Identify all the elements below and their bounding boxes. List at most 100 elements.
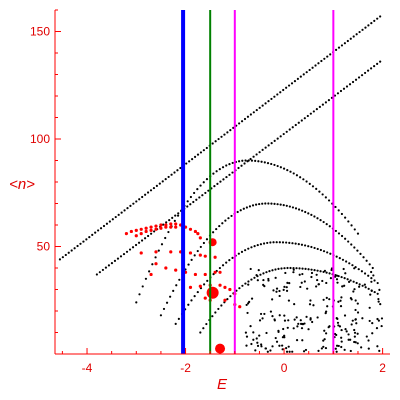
black-point bbox=[105, 222, 109, 225]
black-point bbox=[252, 331, 255, 334]
black-point bbox=[363, 283, 366, 286]
black-point bbox=[269, 310, 273, 313]
black-point bbox=[287, 84, 291, 87]
black-point bbox=[366, 69, 370, 72]
black-point bbox=[297, 208, 301, 211]
black-point bbox=[350, 323, 353, 326]
black-point bbox=[196, 188, 199, 191]
red-point bbox=[196, 232, 200, 236]
black-point bbox=[213, 185, 216, 188]
black-point bbox=[243, 162, 246, 165]
black-point bbox=[296, 325, 299, 328]
black-point bbox=[263, 284, 266, 288]
black-point bbox=[255, 337, 258, 340]
black-point bbox=[259, 312, 263, 316]
black-point bbox=[309, 112, 312, 115]
black-point bbox=[300, 243, 304, 246]
black-point bbox=[370, 22, 373, 25]
black-point bbox=[164, 178, 167, 181]
black-point bbox=[287, 299, 291, 302]
black-point bbox=[186, 205, 189, 208]
black-point bbox=[342, 267, 345, 271]
black-point bbox=[351, 80, 355, 84]
black-point bbox=[128, 248, 132, 251]
black-point bbox=[264, 347, 267, 350]
black-point bbox=[289, 170, 292, 173]
black-point bbox=[255, 274, 258, 277]
black-point bbox=[114, 215, 117, 219]
black-point bbox=[356, 302, 359, 305]
red-point bbox=[139, 232, 143, 236]
black-point bbox=[311, 320, 314, 324]
red-point bbox=[154, 250, 158, 254]
black-point bbox=[286, 168, 289, 172]
black-point bbox=[291, 206, 295, 209]
black-point bbox=[88, 236, 91, 239]
black-point bbox=[143, 237, 147, 240]
black-point bbox=[299, 322, 303, 325]
black-point bbox=[244, 249, 247, 252]
black-point bbox=[271, 314, 274, 318]
black-point bbox=[360, 346, 363, 349]
y-tick-label: 150 bbox=[30, 25, 50, 39]
black-point bbox=[116, 257, 120, 260]
black-point bbox=[321, 103, 324, 106]
black-point bbox=[273, 95, 276, 98]
black-point bbox=[309, 317, 312, 320]
black-point bbox=[362, 256, 365, 259]
black-point bbox=[245, 344, 248, 347]
black-point bbox=[274, 336, 277, 340]
black-point bbox=[132, 202, 135, 205]
black-point bbox=[196, 290, 199, 294]
black-point bbox=[320, 59, 323, 63]
black-point bbox=[322, 298, 325, 301]
red-point bbox=[144, 229, 148, 234]
black-point bbox=[283, 314, 286, 317]
black-point bbox=[361, 28, 364, 31]
black-point bbox=[196, 249, 199, 253]
black-point bbox=[292, 266, 295, 270]
black-point bbox=[308, 303, 312, 306]
black-point bbox=[273, 318, 276, 321]
black-point bbox=[322, 220, 325, 224]
black-point bbox=[285, 286, 288, 289]
black-point bbox=[274, 268, 277, 271]
black-point bbox=[259, 273, 262, 276]
black-point bbox=[316, 217, 319, 220]
black-point bbox=[144, 277, 148, 280]
black-point bbox=[335, 317, 338, 320]
black-point bbox=[162, 223, 165, 226]
black-point bbox=[316, 316, 319, 319]
black-point bbox=[326, 305, 329, 308]
black-point bbox=[270, 162, 273, 166]
black-point bbox=[256, 279, 259, 282]
black-point bbox=[101, 268, 105, 272]
black-point bbox=[295, 316, 298, 319]
black-point bbox=[177, 317, 180, 320]
black-point bbox=[343, 277, 346, 280]
black-point bbox=[279, 135, 282, 138]
black-point bbox=[365, 259, 368, 262]
black-point bbox=[304, 267, 307, 270]
black-point bbox=[275, 290, 278, 293]
y-tick-label: 50 bbox=[37, 240, 51, 254]
black-point bbox=[310, 213, 313, 216]
black-point bbox=[317, 349, 320, 353]
black-point bbox=[212, 273, 215, 276]
black-point bbox=[231, 256, 234, 259]
black-point bbox=[355, 322, 358, 325]
red-point bbox=[198, 253, 202, 257]
black-point bbox=[267, 144, 270, 147]
black-point bbox=[319, 270, 322, 273]
black-point bbox=[325, 281, 328, 285]
black-point bbox=[349, 279, 352, 282]
black-point bbox=[188, 160, 191, 163]
red-point bbox=[198, 236, 202, 240]
black-point bbox=[319, 218, 322, 222]
black-point bbox=[268, 270, 271, 273]
black-point bbox=[199, 331, 202, 334]
black-point bbox=[82, 240, 85, 243]
black-point bbox=[260, 345, 263, 348]
black-point bbox=[334, 205, 337, 209]
